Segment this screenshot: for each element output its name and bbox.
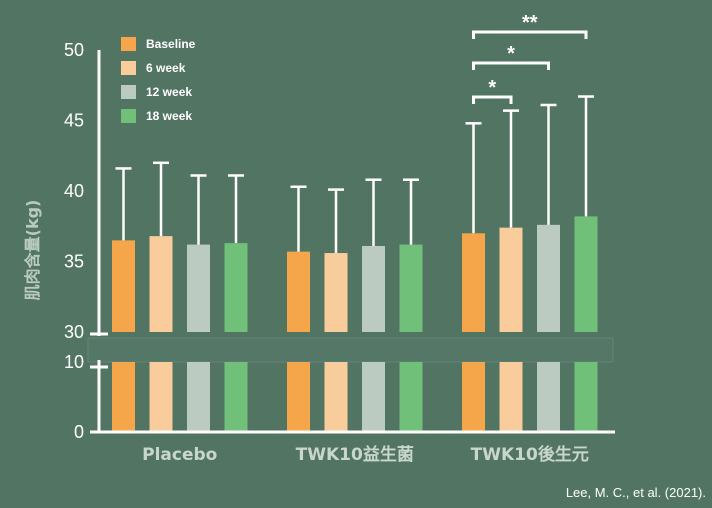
bar-upper-2-2 <box>324 253 348 332</box>
category-label-1: Placebo <box>142 445 217 465</box>
y-tick-label-50: 50 <box>64 40 84 60</box>
legend-swatch-1 <box>121 37 136 51</box>
significance-brackets: **** <box>472 12 588 104</box>
axes <box>90 50 615 434</box>
bar-upper-2-4 <box>399 244 423 332</box>
legend-label-2: 6 week <box>146 61 186 75</box>
legend-label-4: 18 week <box>146 109 192 123</box>
bar-lower-3-2 <box>499 362 523 432</box>
y-tick-label-35: 35 <box>64 252 84 272</box>
bar-lower-1-1 <box>112 362 135 432</box>
bar-lower-1-2 <box>149 362 173 432</box>
legend-swatch-2 <box>121 61 136 75</box>
significance-bracket-3 <box>472 30 588 39</box>
bar-upper-3-3 <box>537 224 560 332</box>
category-label-3: TWK10後生元 <box>471 444 589 465</box>
legend-swatch-4 <box>121 109 136 123</box>
bar-lower-2-3 <box>362 362 385 432</box>
legend-swatch-3 <box>121 85 136 99</box>
bar-upper-1-3 <box>187 244 210 332</box>
bars <box>112 95 598 432</box>
y-tick-label-45: 45 <box>64 111 84 131</box>
bar-upper-1-4 <box>224 243 248 332</box>
legend-label-1: Baseline <box>146 37 196 51</box>
axis-break <box>87 337 614 363</box>
bar-lower-2-4 <box>399 362 423 432</box>
significance-label-2: * <box>507 43 515 65</box>
y-axis-title: 肌肉含量(kg) <box>23 200 42 301</box>
bar-upper-3-2 <box>499 227 523 332</box>
bar-upper-3-4 <box>574 216 598 332</box>
bar-lower-2-2 <box>324 362 348 432</box>
bar-upper-3-1 <box>462 233 485 332</box>
source-credit: Lee, M. C., et al. (2021). <box>566 485 706 500</box>
y-tick-label-10: 10 <box>64 352 84 372</box>
legend: Baseline 6 week 12 week 18 week <box>121 37 196 123</box>
category-label-2: TWK10益生菌 <box>296 444 414 465</box>
y-ticks: 30 35 40 45 50 0 10 <box>64 40 84 442</box>
bar-lower-3-1 <box>462 362 485 432</box>
significance-label-1: * <box>488 77 496 99</box>
y-tick-label-30: 30 <box>64 322 84 342</box>
bar-upper-2-1 <box>287 251 310 332</box>
axis-break-band <box>87 337 614 363</box>
bar-lower-3-4 <box>574 362 598 432</box>
y-tick-label-0: 0 <box>74 422 84 442</box>
bar-lower-1-4 <box>224 362 248 432</box>
y-tick-label-40: 40 <box>64 181 84 201</box>
bar-upper-2-3 <box>362 245 385 332</box>
significance-bracket-2 <box>472 61 550 70</box>
significance-label-3: ** <box>522 12 538 34</box>
bar-lower-1-3 <box>187 362 210 432</box>
bar-lower-3-3 <box>537 362 560 432</box>
bar-upper-1-2 <box>149 236 173 332</box>
category-labels: Placebo TWK10益生菌 TWK10後生元 <box>142 444 589 465</box>
legend-label-3: 12 week <box>146 85 192 99</box>
bar-lower-2-1 <box>287 362 310 432</box>
significance-bracket-1 <box>472 95 513 104</box>
bar-upper-1-1 <box>112 240 135 332</box>
